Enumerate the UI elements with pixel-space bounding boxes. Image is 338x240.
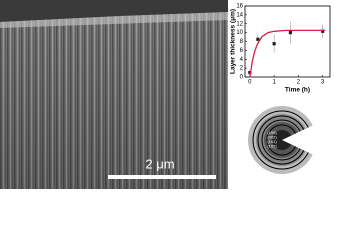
y-tick-label: 2 [240,66,244,72]
x-axis-label: Time (h) [285,87,310,94]
x-tick-label: 3 [321,80,325,86]
ring-label: (102) [267,144,277,149]
y-tick-label: 10 [236,30,243,36]
ring-label: (002) [267,135,277,140]
y-tick-label: 14 [236,12,243,18]
y-tick-label: 12 [236,21,243,27]
data-point [272,42,276,46]
y-axis-label: Layer thickness (μm) [230,9,237,74]
scale-bar [108,175,216,179]
y-tick-label: 16 [236,4,243,10]
scale-bar-label: 2 μm [145,156,174,171]
y-tick-label: 8 [240,39,244,45]
ring-labels: (100)(002)(101)(102) [267,130,277,149]
data-point [288,31,293,35]
ring-label: (100) [267,130,277,135]
ring-label: (101) [267,139,277,144]
diffraction-pattern: (100)(002)(101)(102) [248,106,320,174]
x-tick-label: 2 [297,80,301,86]
x-tick-label: 1 [272,80,276,86]
data-point [321,29,325,33]
data-point [248,70,252,75]
y-tick-label: 6 [240,48,244,54]
sem-image: 2 μm [0,0,228,189]
figure: 2 μm (100)(002)(101)(102) 02468101214160… [0,0,331,189]
y-tick-label: 4 [240,57,244,63]
fit-curve [249,29,326,78]
x-tick-label: 0 [248,80,252,86]
data-point [256,37,260,41]
y-tick-label: 0 [240,75,244,81]
